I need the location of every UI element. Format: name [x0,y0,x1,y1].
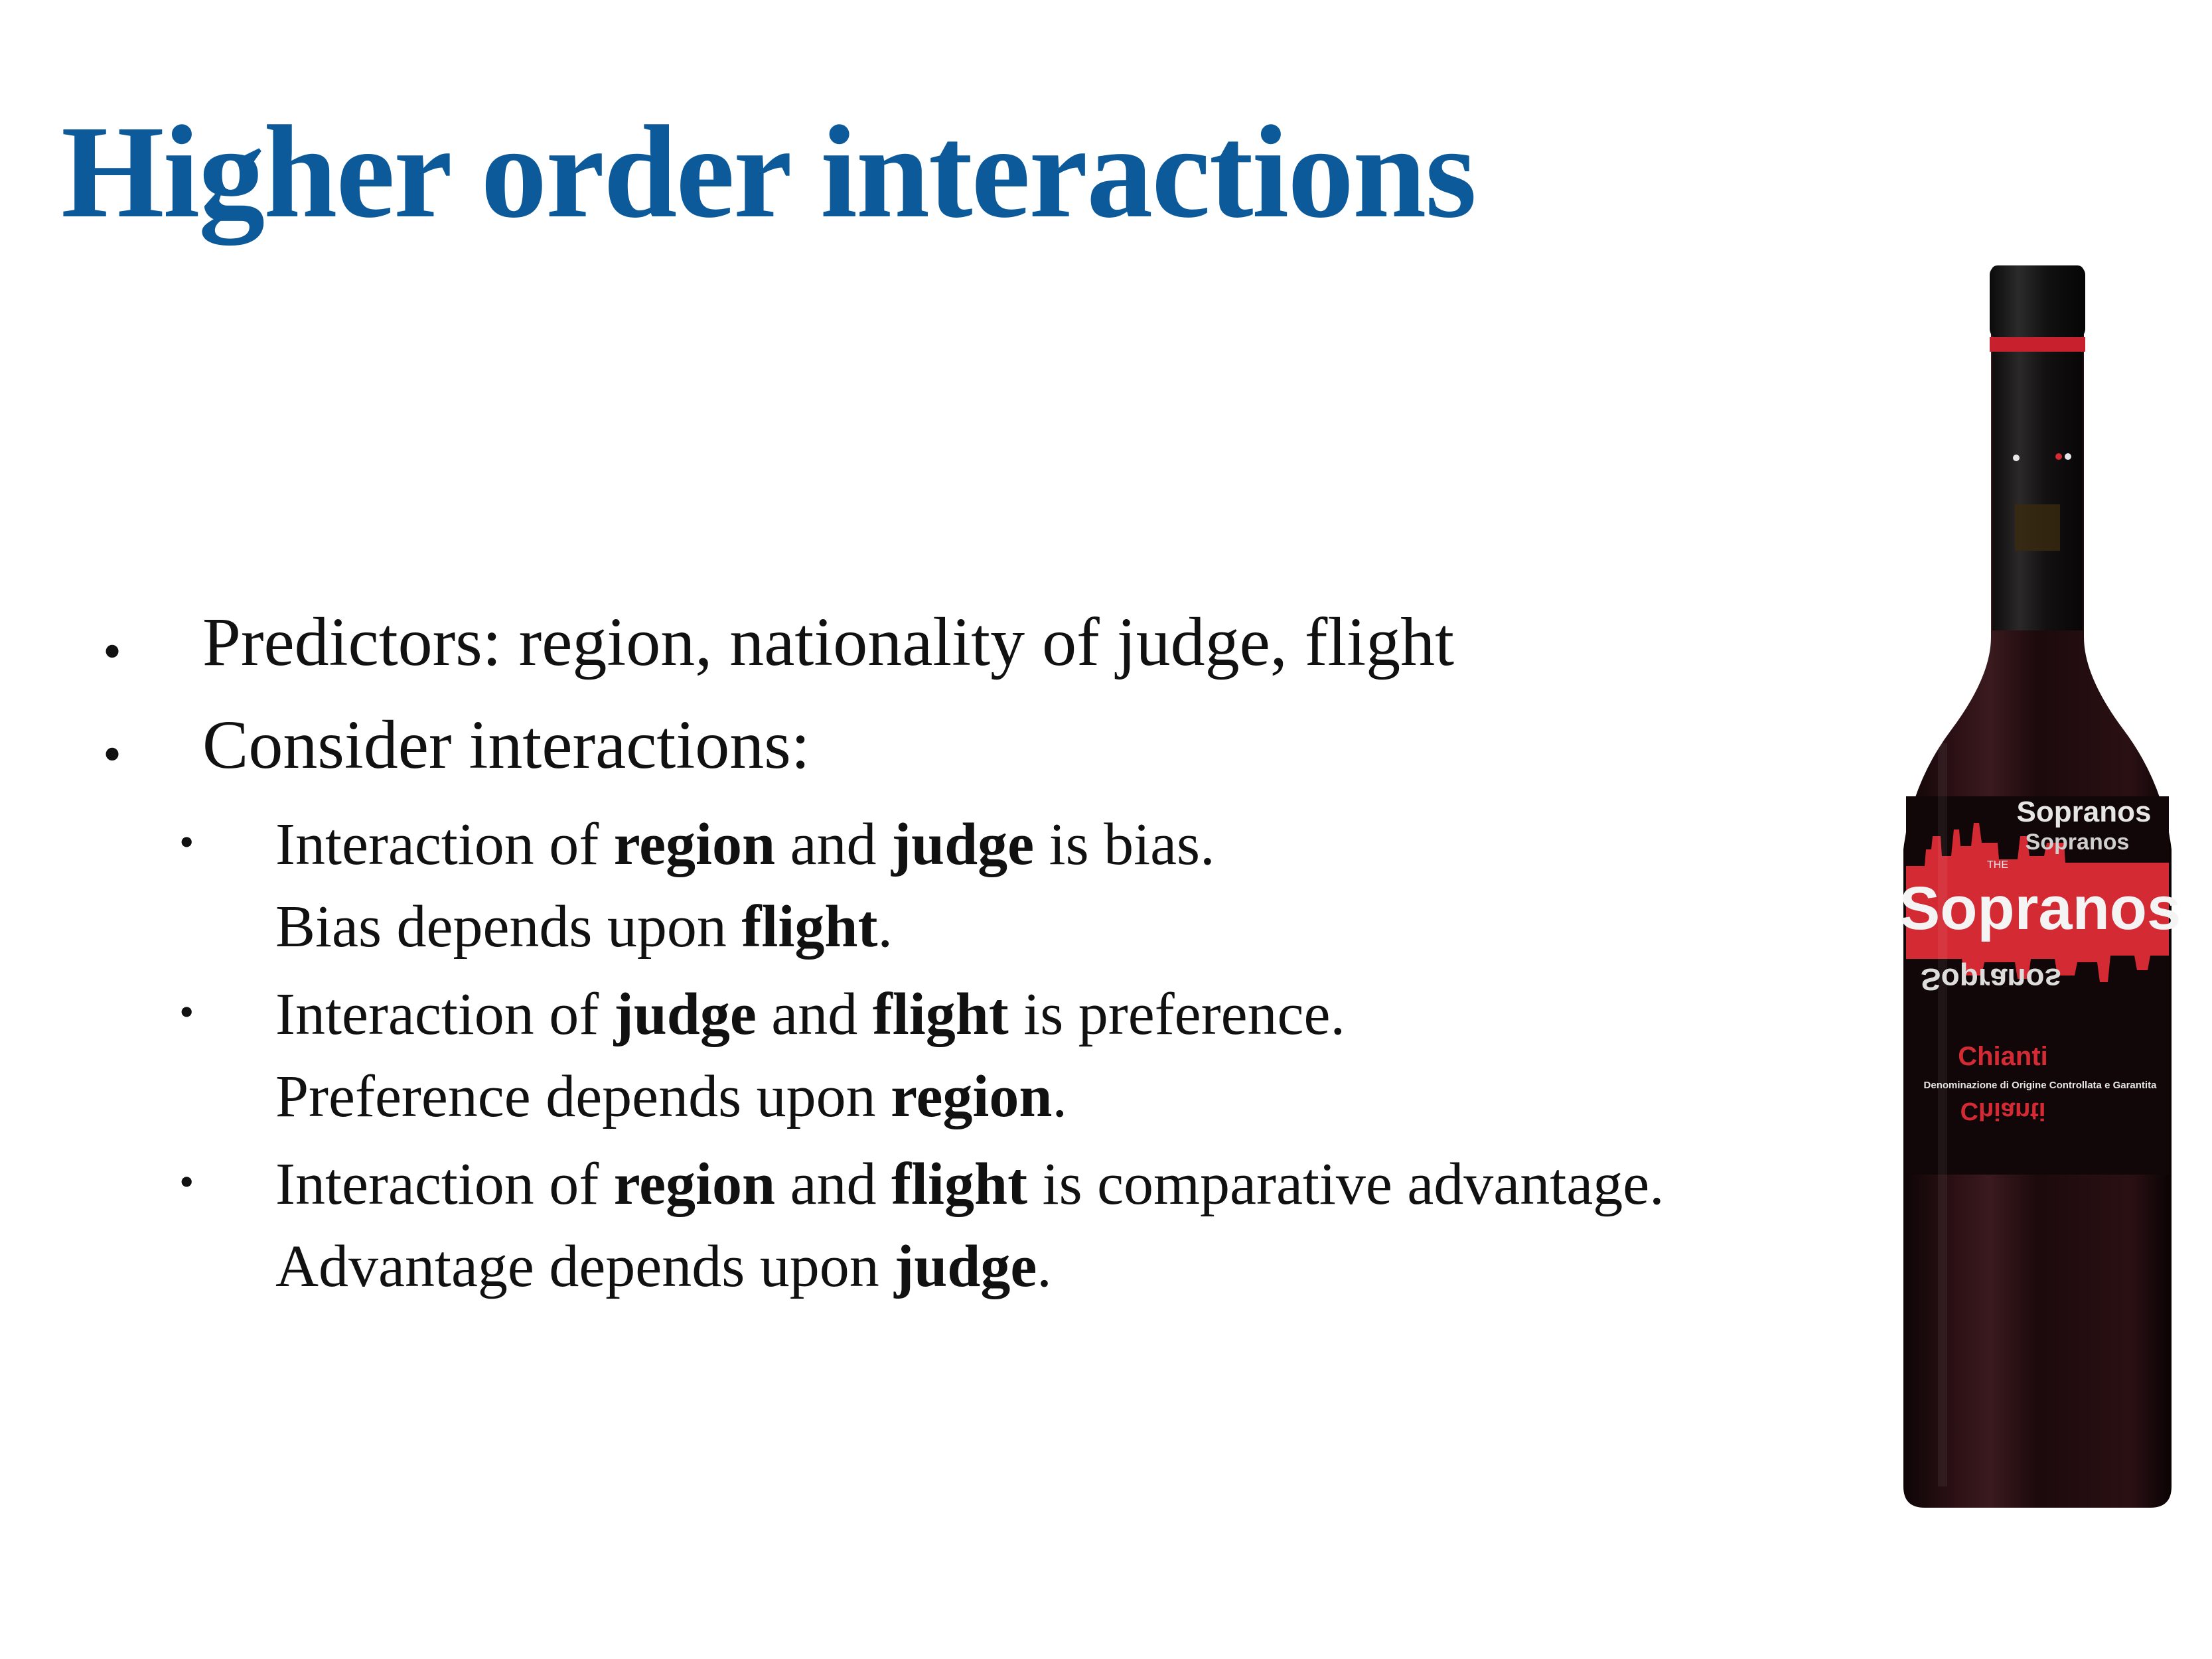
svg-text:Sopranos: Sopranos [2017,796,2152,828]
svg-text:Sopranos: Sopranos [2026,830,2130,855]
text-run: is preference. [1008,981,1345,1047]
slide-title: Higher order interactions [61,99,1477,246]
bullet-dot: • [179,1158,194,1205]
wine-bottle-illustration: Sopranos Sopranos Sopranos THE Sopranos … [1899,265,2181,1508]
svg-text:Chianti: Chianti [1958,1042,2048,1071]
bullet-item: • Predictors: region, nationality of jud… [103,603,1455,682]
text-run: . [1037,1234,1052,1300]
text-run: Interaction of [275,981,614,1047]
bold-term: region [613,812,776,877]
bold-term: judge [894,1234,1037,1300]
svg-text:Sopranos: Sopranos [1921,962,2061,997]
sub-bullet-line: Advantage depends upon judge. [275,1226,1664,1308]
bullet-text: Consider interactions: [202,707,810,783]
bullet-text: Predictors: region, nationality of judge… [202,604,1455,680]
bottle-capsule [1990,265,2085,338]
text-run: Preference depends upon [275,1064,891,1130]
svg-text:Chianti: Chianti [1960,1097,2046,1125]
svg-text:Sopranos: Sopranos [1899,875,2181,942]
sub-bullet-line: Bias depends upon flight. [275,886,1215,968]
svg-text:Denominazione di Origine Contr: Denominazione di Origine Controllata e G… [1924,1080,2158,1091]
bold-term: flight [741,894,878,960]
sub-bullet-item: • Interaction of judge and flight is pre… [179,974,1345,1138]
sub-bullet-line: Interaction of region and judge is bias. [275,804,1215,886]
wine-bottle-image: Sopranos Sopranos Sopranos THE Sopranos … [1885,265,2190,1513]
bold-term: region [613,1151,776,1217]
bold-term: region [891,1064,1053,1130]
bold-term: judge [891,812,1035,877]
sub-bullet-line: Interaction of region and flight is comp… [275,1143,1664,1226]
text-run: and [775,812,892,877]
bottle-capsule-band [1990,337,2085,352]
bullet-dot: • [103,622,122,681]
bold-term: flight [872,981,1009,1047]
bullet-dot: • [103,725,122,784]
label-red-splash [1906,823,2169,982]
text-run: is bias. [1034,812,1215,877]
text-run: and [756,981,873,1047]
text-run: . [1052,1064,1067,1130]
bold-term: flight [891,1151,1028,1217]
text-run: Advantage depends upon [275,1234,895,1300]
text-run: and [775,1151,892,1217]
text-run: . [877,894,893,960]
sub-bullet-line: Interaction of judge and flight is prefe… [275,974,1345,1056]
text-run: Interaction of [275,812,614,877]
svg-text:THE: THE [1987,859,2008,871]
bullet-dot: • [179,818,194,865]
bullet-item: • Consider interactions: [103,705,810,785]
text-run: is comparative advantage. [1027,1151,1664,1217]
text-run: Bias depends upon [275,894,742,960]
bullet-dot: • [179,988,194,1035]
sub-bullet-line: Preference depends upon region. [275,1056,1345,1138]
sub-bullet-item: • Interaction of region and judge is bia… [179,804,1215,968]
bold-term: judge [613,981,757,1047]
sub-bullet-item: • Interaction of region and flight is co… [179,1143,1664,1308]
text-run: Interaction of [275,1151,614,1217]
